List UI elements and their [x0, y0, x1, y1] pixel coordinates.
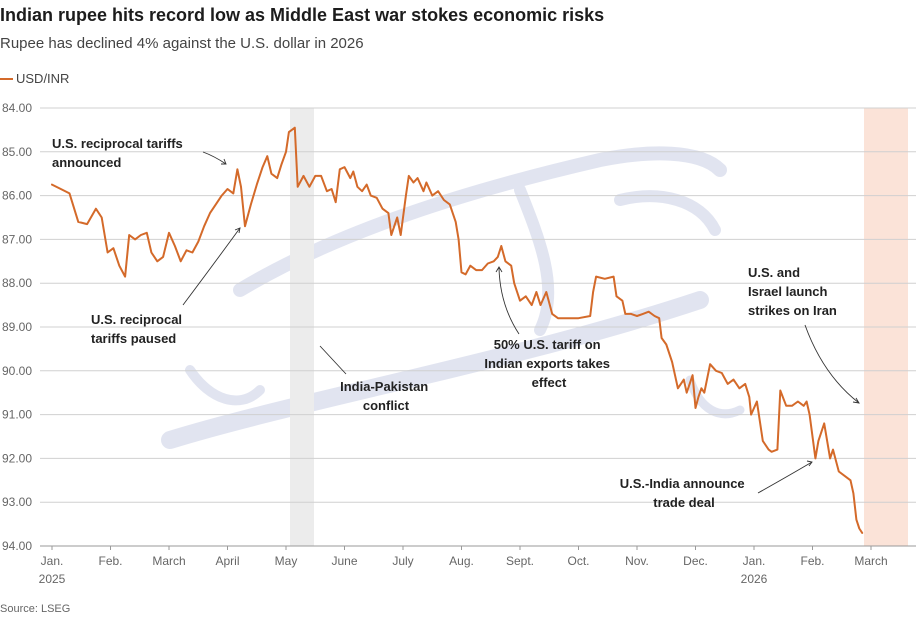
y-tick-label: 92.00 [2, 451, 32, 465]
arrow-tariffs-announced [202, 151, 227, 165]
legend: USD/INR [0, 71, 69, 86]
x-tick-label: Feb. [98, 554, 122, 568]
x-tick-label: Feb. [800, 554, 824, 568]
legend-label: USD/INR [16, 71, 70, 86]
annotation-line: 50% U.S. tariff on [494, 337, 601, 352]
annotation-line: effect [532, 375, 567, 390]
x-tick-label: Aug. [449, 554, 474, 568]
x-tick-label: Dec. [683, 554, 708, 568]
annotation-line: Israel launch [748, 284, 828, 299]
x-tick-label: March [152, 554, 185, 568]
annotation-line: tariffs paused [91, 331, 176, 346]
x-tick-label: Nov. [625, 554, 649, 568]
y-tick-label: 85.00 [2, 145, 32, 159]
annotation-arrows [182, 151, 860, 494]
arrow-india-pakistan [319, 345, 347, 375]
y-tick-label: 87.00 [2, 232, 32, 246]
y-tick-label: 88.00 [2, 276, 32, 290]
arrow-trade-deal [757, 461, 813, 494]
annotation-line: Indian exports takes [484, 356, 610, 371]
arrow-tariffs-announced-head [221, 158, 227, 165]
x-tick-label: Jan. [41, 554, 64, 568]
annotation-line: announced [52, 155, 121, 170]
y-tick-label: 90.00 [2, 364, 32, 378]
annotation-tariff-50: 50% U.S. tariff on Indian exports takes … [484, 337, 613, 390]
x-axis-ticks: Jan. 2025 Feb. March April May June July Aug. Sep… [39, 546, 888, 586]
arrow-tariffs-paused-head [234, 227, 241, 234]
y-tick-label: 94.00 [2, 539, 32, 553]
x-tick-label: April [215, 554, 239, 568]
y-axis-ticks: 84.00 85.00 86.00 87.00 88.00 89.00 90.00 91.00… [2, 101, 32, 553]
source-note: Source: LSEG [0, 603, 71, 615]
y-tick-label: 93.00 [2, 495, 32, 509]
x-tick-sublabel: 2025 [39, 572, 66, 586]
y-tick-label: 84.00 [2, 101, 32, 115]
y-tick-label: 91.00 [2, 408, 32, 422]
annotation-iran-strikes: U.S. and Israel launch strikes on Iran [748, 265, 837, 318]
legend-swatch [0, 77, 13, 80]
chart-subtitle: Rupee has declined 4% against the U.S. d… [0, 35, 364, 52]
arrow-tariff-50-head [495, 266, 503, 273]
x-tick-label: Jan. [743, 554, 766, 568]
annotation-tariffs-announced: U.S. reciprocal tariffs announced [52, 136, 186, 170]
arrow-trade-deal-head [806, 460, 813, 467]
annotation-trade-deal: U.S.-India announce trade deal [620, 476, 749, 510]
x-tick-label: May [275, 554, 298, 568]
y-tick-label: 89.00 [2, 320, 32, 334]
x-tick-label: March [854, 554, 887, 568]
x-tick-label: July [392, 554, 413, 568]
watermark [161, 146, 745, 449]
annotation-line: U.S. reciprocal tariffs [52, 136, 183, 151]
annotation-line: U.S. reciprocal [91, 312, 182, 327]
annotation-line: U.S. and [748, 265, 800, 280]
arrow-tariff-50 [498, 267, 520, 335]
x-tick-label: June [331, 554, 357, 568]
annotation-line: U.S.-India announce [620, 476, 745, 491]
x-tick-label: Sept. [506, 554, 534, 568]
arrow-iran-strikes-head [852, 397, 860, 404]
annotation-tariffs-paused: U.S. reciprocal tariffs paused [91, 312, 186, 346]
arrow-tariffs-paused [182, 227, 241, 306]
annotation-line: strikes on Iran [748, 303, 837, 318]
series-line-usd-inr [51, 126, 864, 534]
annotation-line: trade deal [653, 495, 714, 510]
gridlines [40, 107, 916, 547]
arrow-iran-strikes [804, 324, 860, 404]
chart-title: Indian rupee hits record low as Middle E… [0, 5, 605, 25]
x-tick-label: Oct. [567, 554, 589, 568]
annotation-line: India-Pakistan [340, 379, 428, 394]
annotation-india-pakistan: India-Pakistan conflict [340, 379, 432, 413]
annotation-line: conflict [363, 398, 410, 413]
x-tick-sublabel: 2026 [741, 572, 768, 586]
y-tick-label: 86.00 [2, 189, 32, 203]
